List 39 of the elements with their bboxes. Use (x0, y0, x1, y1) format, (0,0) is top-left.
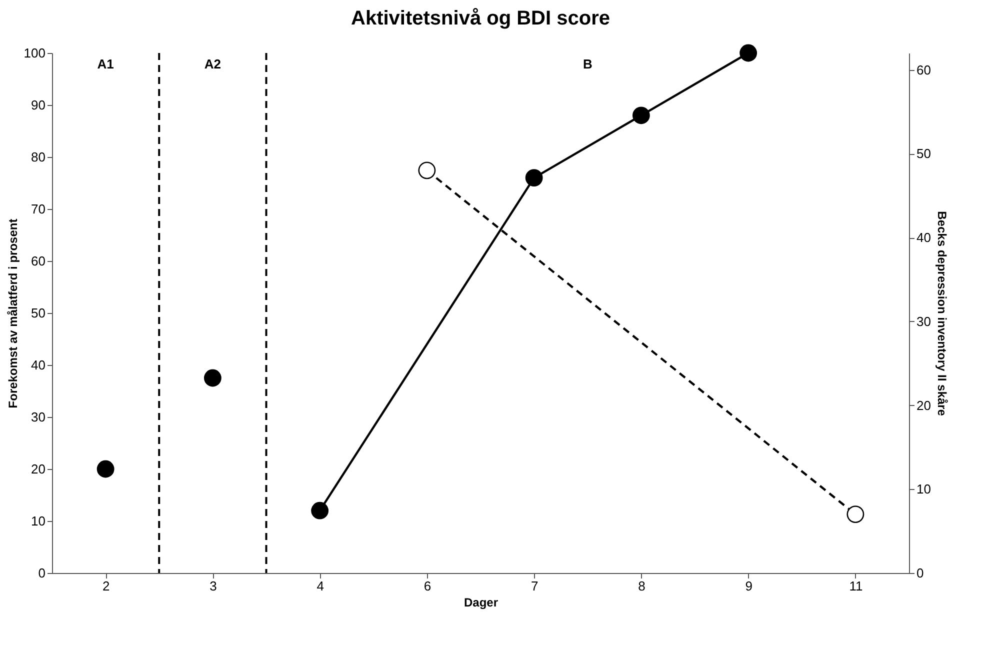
x-tick-label: 8 (638, 578, 646, 594)
y2-tick-label: 20 (916, 398, 931, 413)
point (311, 502, 329, 520)
x-tick-label: 7 (530, 578, 538, 594)
y-tick-label: 60 (31, 254, 46, 268)
y-tick-label: 10 (31, 514, 46, 528)
y2-tick-label: 30 (916, 314, 931, 329)
y-axis-title: Forekomst av målatferd i prosent (6, 218, 20, 408)
y-tick-label: 0 (38, 566, 46, 580)
y2-axis-title: Becks depression inventory II skåre (934, 211, 949, 416)
y-tick-label: 70 (31, 202, 46, 216)
point (632, 106, 650, 124)
y-tick-label: 40 (31, 358, 46, 372)
x-tick-label: 9 (745, 578, 752, 594)
y2-tick-label: 40 (916, 230, 931, 246)
y-tick-label: 50 (31, 306, 46, 320)
annotation: A1 (97, 56, 114, 72)
y2-tick-label: 0 (916, 566, 924, 580)
point (740, 44, 758, 62)
y-tick-label: 100 (24, 46, 46, 60)
x-tick-label: 4 (316, 578, 324, 594)
chart-title: Aktivitetsnivå og BDI score (351, 7, 610, 30)
x-tick-label: 3 (210, 578, 217, 594)
x-tick-label: 11 (849, 578, 863, 594)
y-tick-label: 20 (31, 462, 46, 476)
y2-tick-label: 50 (916, 146, 931, 162)
point (525, 169, 543, 186)
y2-tick-label: 60 (916, 62, 931, 78)
point (204, 369, 222, 387)
y-tick-label: 90 (31, 98, 46, 112)
annotation: B (582, 56, 592, 72)
y2-tick-label: 10 (916, 482, 931, 497)
x-axis-title: Dager (464, 596, 498, 610)
x-tick-label: 6 (424, 578, 432, 594)
x-tick-label: 2 (102, 578, 110, 594)
y-tick-label: 80 (31, 150, 46, 164)
point (96, 460, 114, 478)
annotation: A2 (204, 56, 221, 72)
y-tick-label: 30 (31, 410, 46, 424)
